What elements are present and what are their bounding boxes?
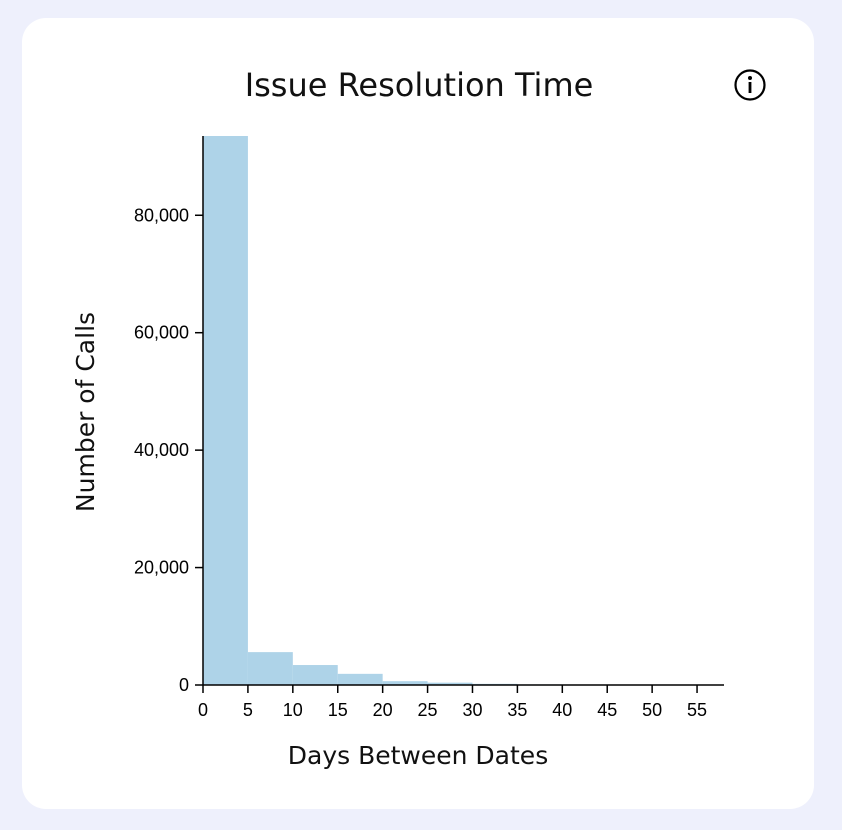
x-axis-title: Days Between Dates: [288, 741, 548, 770]
histogram-bar-4: [382, 681, 428, 685]
y-tick-label: 40,000: [134, 440, 189, 460]
x-tick-label: 15: [328, 700, 348, 720]
x-tick-label: 35: [507, 700, 527, 720]
y-tick-label: 80,000: [134, 205, 189, 225]
x-tick-label: 0: [198, 700, 208, 720]
chart-card: [22, 18, 814, 809]
y-tick-label: 60,000: [134, 323, 189, 343]
x-tick-label: 50: [642, 700, 662, 720]
x-tick-label: 55: [687, 700, 707, 720]
y-axis-title: Number of Calls: [71, 312, 100, 512]
x-tick-label: 25: [418, 700, 438, 720]
x-tick-label: 30: [462, 700, 482, 720]
y-tick-label: 0: [179, 675, 189, 695]
histogram-bar-3: [337, 673, 383, 685]
x-tick-label: 20: [373, 700, 393, 720]
histogram-bar-1: [247, 652, 293, 685]
bars-layer: [203, 136, 716, 685]
histogram-bar-2: [292, 665, 338, 685]
x-tick-label: 45: [597, 700, 617, 720]
axes-layer: 0 20,000 40,000 60,000 80,000 0 5 10 15 20 25 30 35 4…: [134, 136, 724, 720]
y-tick-label: 20,000: [134, 558, 189, 578]
x-tick-label: 40: [552, 700, 572, 720]
x-tick-label: 10: [283, 700, 303, 720]
chart-title: Issue Resolution Time: [244, 66, 594, 104]
info-icon[interactable]: [733, 68, 767, 102]
histogram-bar-5: [427, 682, 473, 685]
x-tick-label: 5: [243, 700, 253, 720]
histogram-bar-0: [203, 136, 248, 685]
